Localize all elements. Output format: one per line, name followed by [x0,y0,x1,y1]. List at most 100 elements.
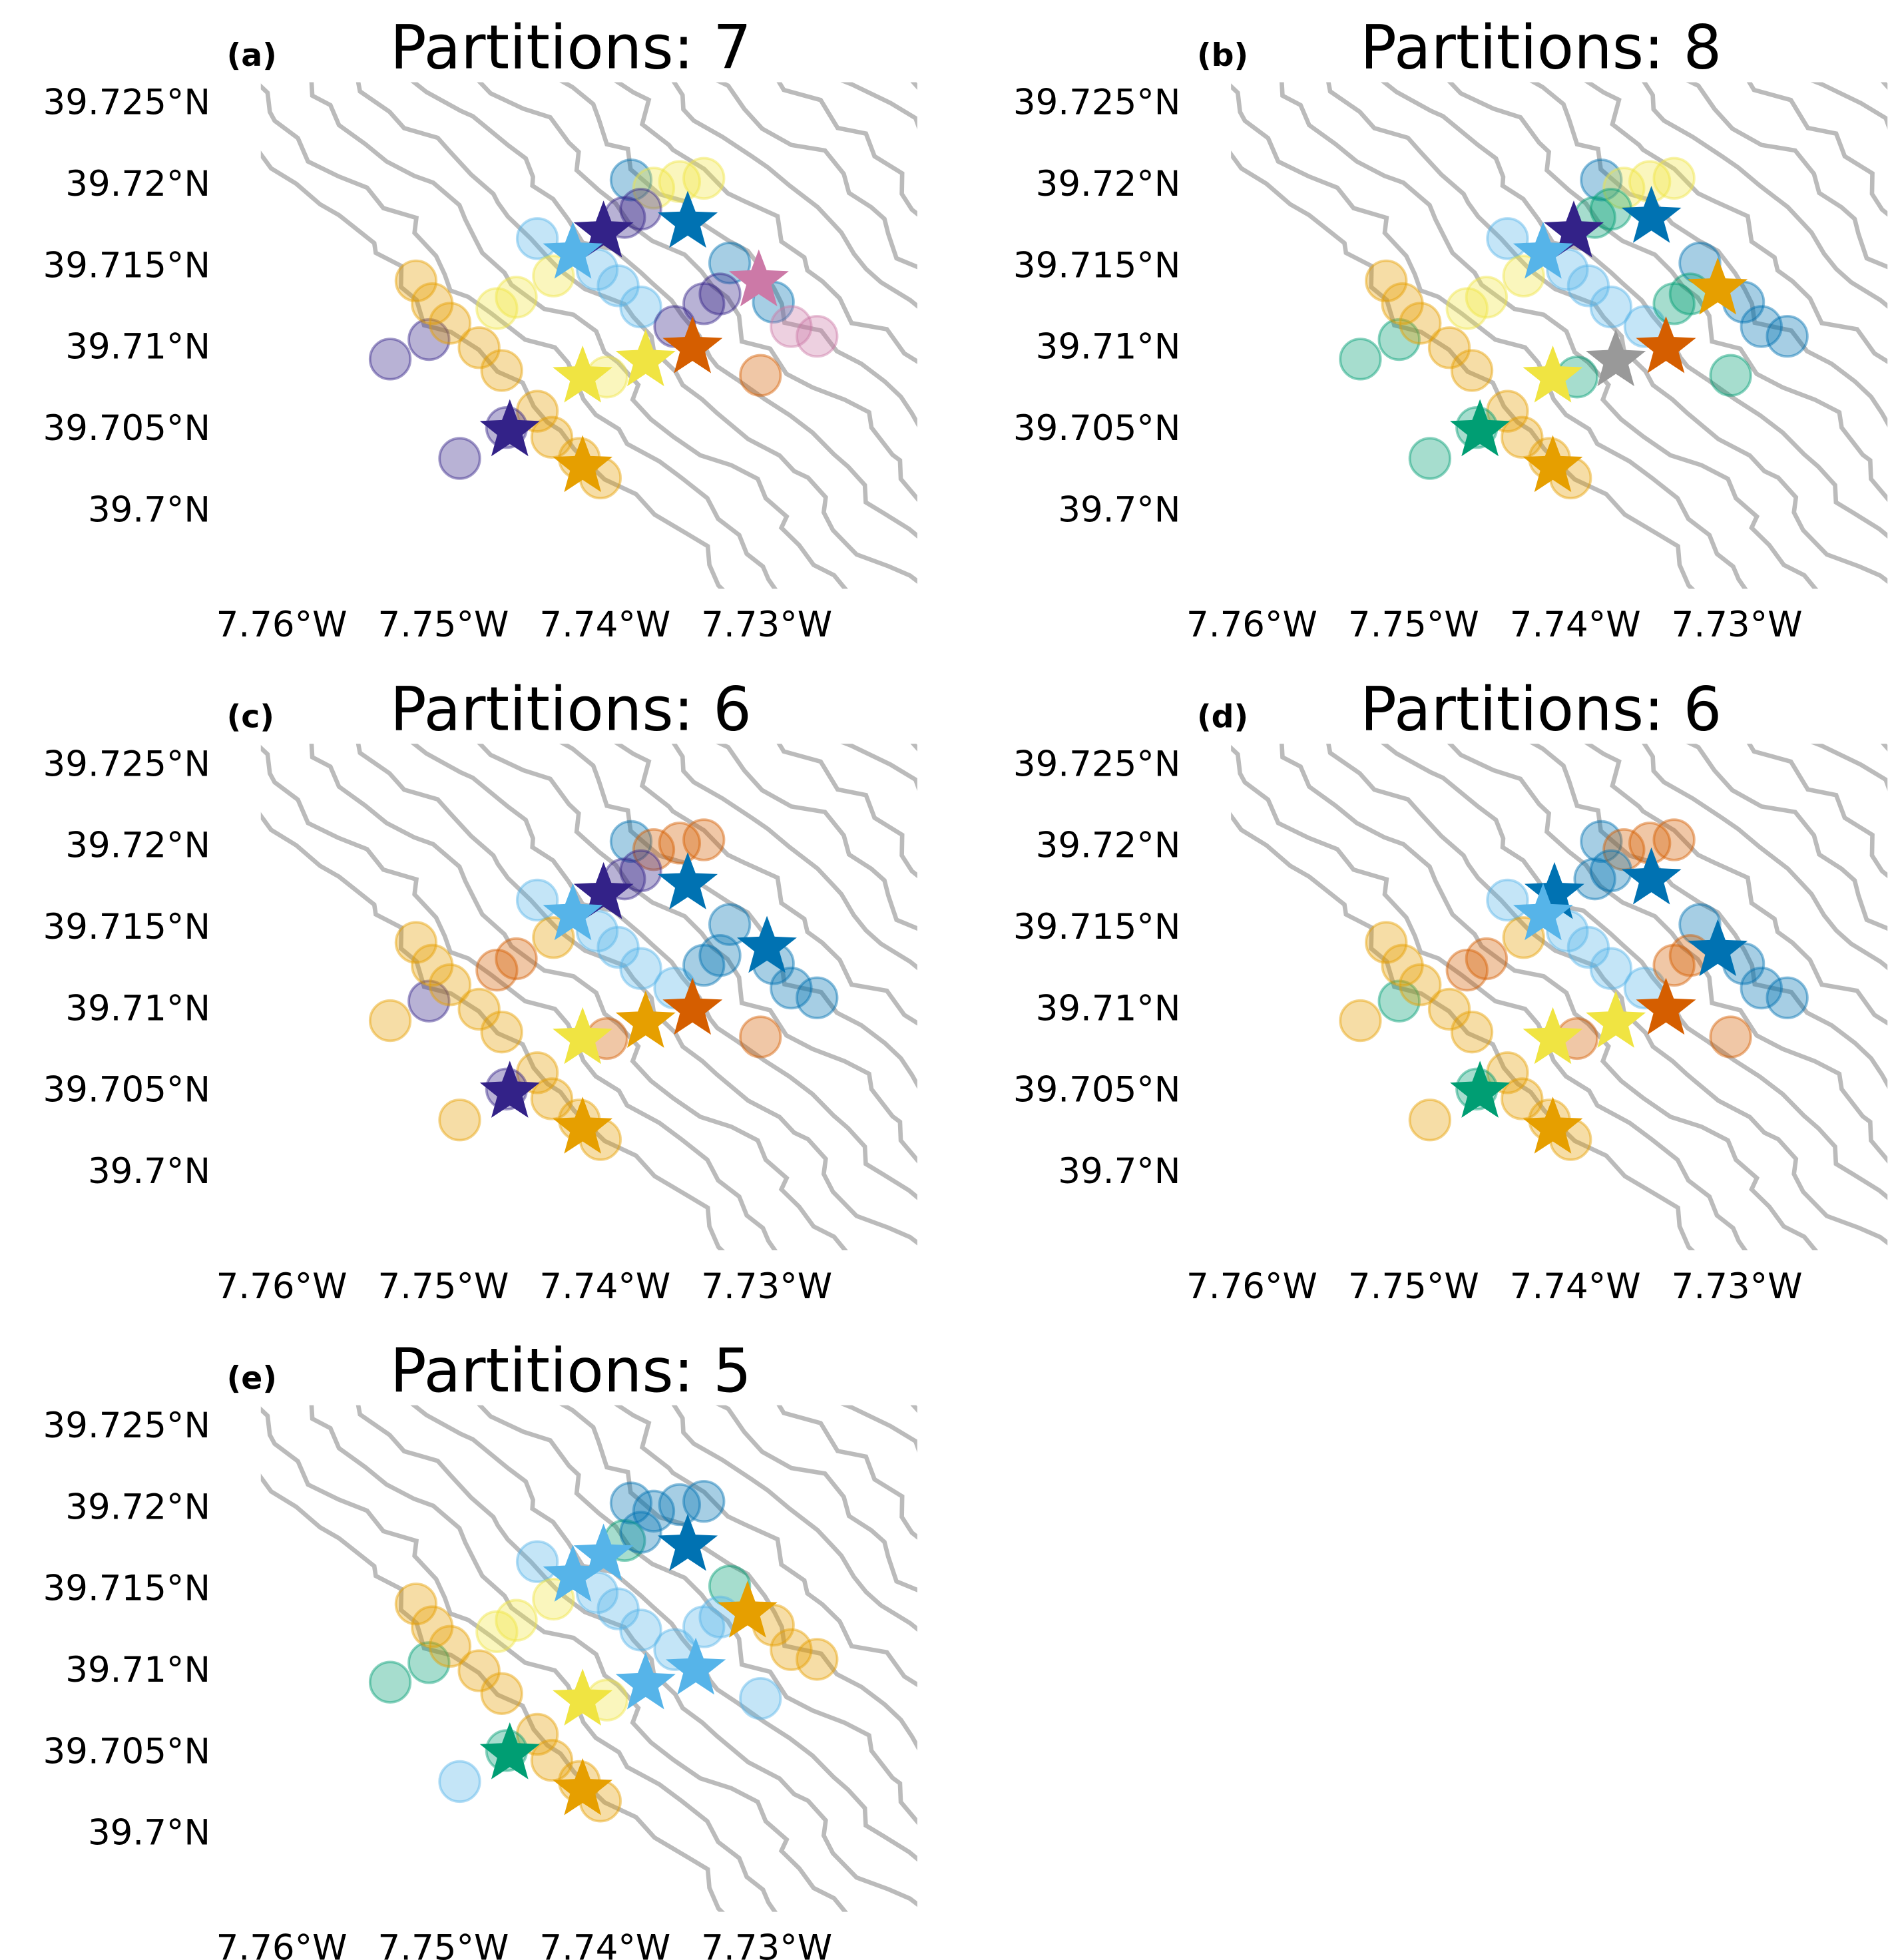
site-point [796,314,839,358]
x-tick-label: 7.73°W [701,605,832,645]
site-point [698,933,742,977]
centroid-star [717,1581,778,1638]
contour-line [477,82,917,502]
x-tick-label: 7.74°W [539,1928,670,1960]
site-point [708,903,752,946]
y-tick-label: 39.725°N [1013,744,1181,784]
centroid-star [553,1007,613,1065]
centroid-star [1688,919,1748,977]
site-point [682,156,726,200]
panel-title: Partitions: 5 [390,1336,752,1406]
site-point [457,326,501,369]
site-point [1339,999,1382,1043]
site-point [1589,947,1633,990]
site-point [428,963,472,1007]
contour-lines [260,1405,917,1912]
site-point [1339,338,1382,381]
site-point [1445,949,1489,992]
contour-line [910,1405,917,1413]
centroid-star [737,915,797,973]
site-point [1580,158,1623,202]
centroid-star [543,883,603,941]
panel-label: (e) [227,1360,277,1397]
y-tick-label: 39.715°N [43,1569,211,1609]
y-tick-label: 39.705°N [43,1070,211,1110]
contour-line [1642,744,1888,971]
site-point [1766,314,1809,358]
site-point [609,820,653,863]
centroid-star [553,1097,613,1154]
site-point [770,1628,813,1671]
y-tick-label: 39.715°N [1013,907,1181,947]
contour-line [776,744,917,879]
site-point [1377,979,1421,1023]
contour-line [355,1405,917,1907]
contour-line [1584,744,1888,1026]
x-tick-label: 7.75°W [378,1928,509,1960]
site-point [394,1583,438,1626]
contour-line [671,744,917,971]
contour-line [410,82,917,539]
y-tick-label: 39.705°N [43,408,211,449]
site-point [1450,349,1494,392]
centroid-star [1513,883,1573,941]
centroid-star [1523,1007,1583,1065]
centroid-star [662,316,723,373]
site-point [475,1610,519,1654]
site-point [495,1598,538,1642]
centroid-star [1621,847,1682,905]
contour-line [1746,82,1888,217]
centroid-star [553,1668,613,1726]
centroid-star [543,1545,603,1602]
site-point [609,1481,653,1525]
centroid-star [479,399,540,457]
site-point [480,349,523,392]
x-tick-label: 7.76°W [1186,1266,1317,1307]
site-point [1566,264,1610,308]
centroid-star [666,1637,726,1695]
contour-line [1447,82,1888,502]
contour-line [355,82,917,584]
site-point [495,276,538,319]
site-point [411,943,454,987]
centroid-star [1636,316,1696,373]
site-point [1427,987,1471,1031]
contour-line [614,1405,917,1688]
contour-line [410,744,917,1200]
site-point [1445,287,1489,330]
site-point [796,1638,839,1681]
contour-line [1326,82,1888,584]
contour-line [776,82,917,217]
contour-line [1380,82,1888,539]
contour-line [1746,744,1888,879]
site-point [1580,820,1623,863]
contour-line [355,744,917,1246]
x-tick-label: 7.76°W [216,1266,348,1307]
site-point [596,925,640,969]
centroid-star [1523,435,1583,493]
map-panel: Partitions: 6 (c) 39.725°N 39.72°N 39.715°N 3… [43,674,917,1307]
y-tick-label: 39.7°N [1058,1151,1180,1192]
site-point [682,1605,726,1648]
y-tick-label: 39.705°N [43,1731,211,1772]
panel-title: Partitions: 6 [1360,674,1722,744]
site-point [438,1760,481,1804]
contour-line [559,1405,917,1751]
site-point [407,1641,451,1684]
contour-line [260,150,725,589]
contour-line [1584,82,1888,364]
site-point [682,943,726,987]
site-point [1399,963,1442,1007]
panel-label: (b) [1197,37,1248,74]
contour-line [716,1405,917,1592]
y-tick-label: 39.7°N [88,1813,210,1853]
y-tick-label: 39.725°N [43,1405,211,1446]
site-point [1486,217,1529,260]
map-panel: Partitions: 8 (b) 39.725°N 39.72°N 39.715°N 3… [1013,13,1888,645]
centroid-star [573,200,634,258]
x-tick-label: 7.75°W [1348,1266,1479,1307]
y-tick-label: 39.725°N [1013,83,1181,123]
site-point [739,1676,782,1720]
contour-line [1447,744,1888,1164]
